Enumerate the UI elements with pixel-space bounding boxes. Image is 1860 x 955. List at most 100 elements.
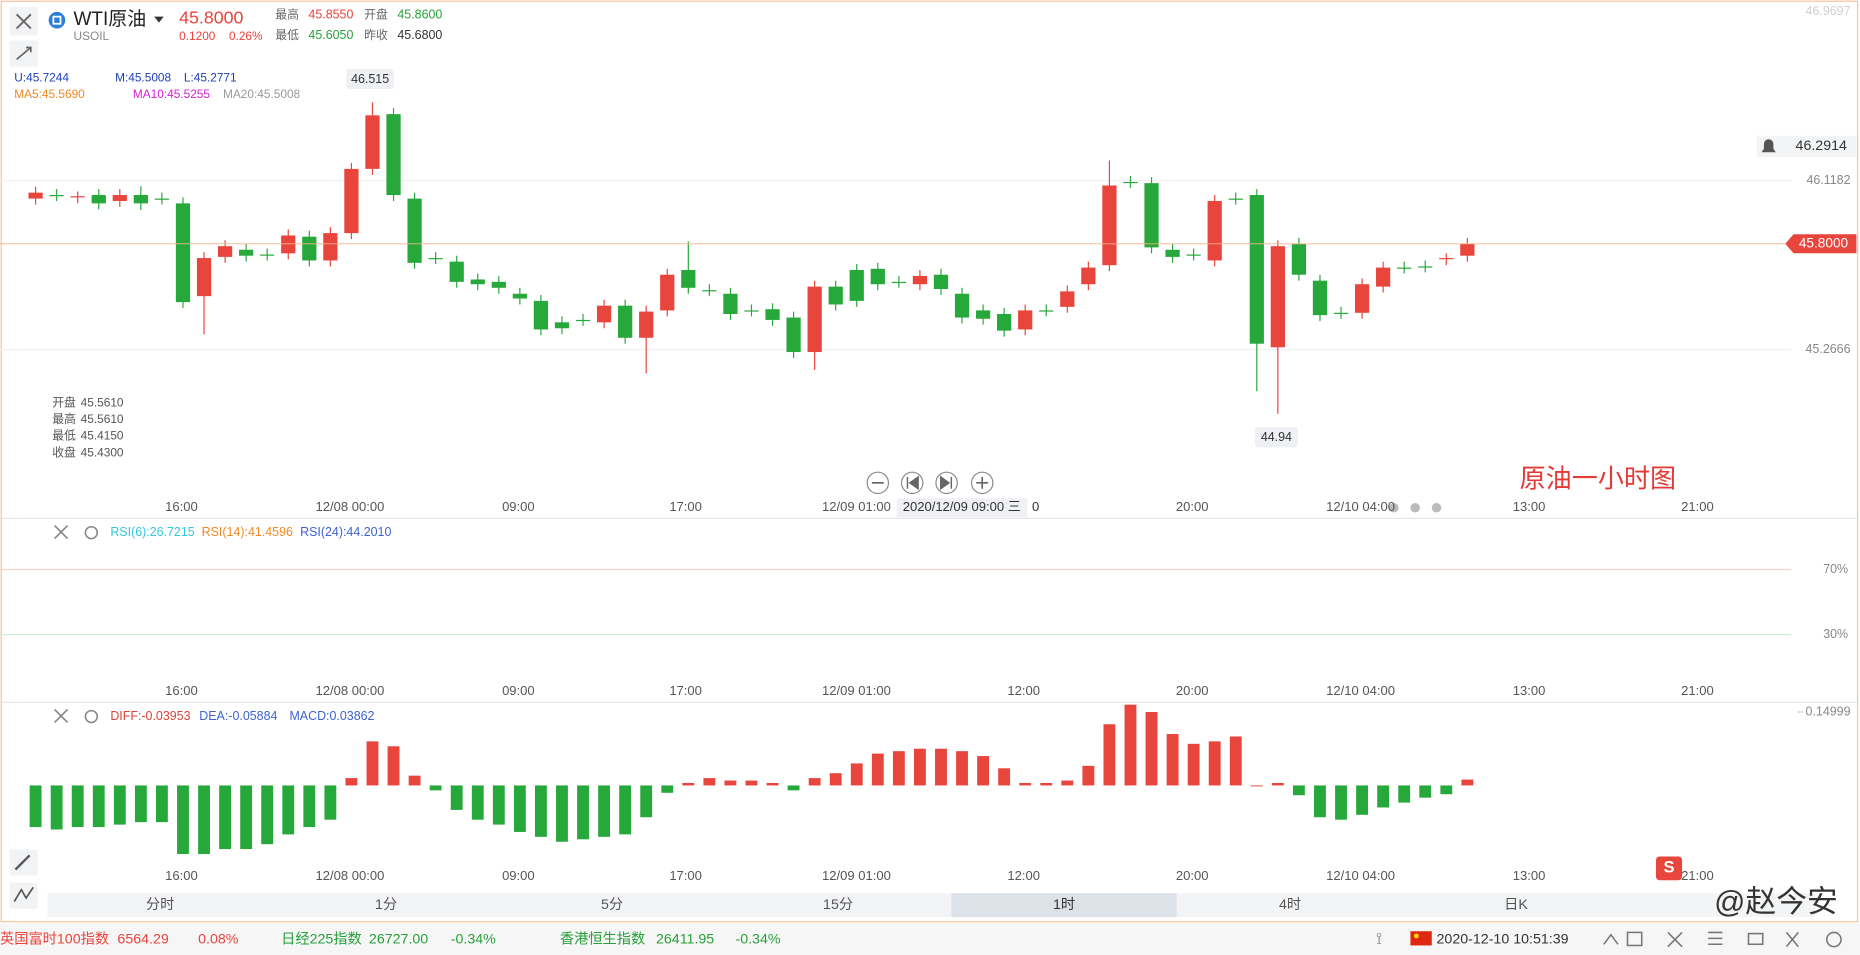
stat-value: 45.8600 <box>397 8 442 22</box>
candle-body <box>786 317 801 353</box>
macd-bar <box>71 785 84 828</box>
x-tick-label: 12/09 01:00 <box>822 868 891 883</box>
x-tick-label: 20:00 <box>1176 499 1209 514</box>
cursor-value: 0 <box>1032 499 1039 514</box>
macd-bar <box>345 778 358 786</box>
candle-body <box>1397 267 1412 269</box>
index-name: 香港恒生指数 <box>560 930 645 947</box>
candle-body <box>533 300 549 330</box>
macd-bar <box>450 785 463 810</box>
macd-bar <box>1356 785 1369 815</box>
macd-bar <box>134 785 147 823</box>
index-value: 6564.29 <box>117 931 168 947</box>
boll-legend: U:45.7244 <box>14 70 69 84</box>
timeframe-button[interactable]: 1时 <box>1053 896 1075 913</box>
x-tick-label: 12/08 00:00 <box>316 683 385 698</box>
macd-tick-label: 0.14999 <box>1806 704 1851 718</box>
candle-body <box>1439 258 1454 260</box>
macd-bar <box>871 753 884 786</box>
timeframe-button[interactable]: 4时 <box>1279 896 1301 913</box>
dot <box>1410 503 1420 513</box>
draw-tool[interactable] <box>9 40 38 67</box>
macd-settings[interactable] <box>84 709 99 724</box>
candle-body <box>1039 310 1054 312</box>
macd-bar <box>556 785 568 842</box>
timeframe-button[interactable]: 15分 <box>823 896 853 913</box>
zoom-in[interactable] <box>970 471 994 495</box>
timeframe-button[interactable]: 1分 <box>375 896 397 913</box>
index-value: 26727.00 <box>369 931 428 947</box>
ohlc-value: 45.4150 <box>81 429 124 443</box>
candle-body <box>428 258 443 260</box>
timeframe-button[interactable]: 日K <box>1504 897 1528 913</box>
candle-body <box>1144 183 1159 248</box>
candle-body <box>870 268 885 285</box>
candle-body <box>154 198 170 200</box>
macd-legend: MACD:0.03862 <box>289 709 374 723</box>
current-price-label: 45.8000 <box>1799 235 1849 250</box>
macd-bar <box>829 773 842 786</box>
price-change-pct: 0.26% <box>229 29 263 43</box>
zoom-out[interactable] <box>866 471 890 495</box>
ohlc-label: 开盘 <box>52 396 76 410</box>
ime-toolbar: S <box>1655 856 1683 881</box>
x-tick-label: 16:00 <box>165 683 198 698</box>
x-tick-label: 09:00 <box>502 683 535 698</box>
stat-value: 45.6050 <box>308 28 353 42</box>
timeframe-bar <box>47 893 1815 917</box>
macd-bar <box>513 785 526 832</box>
macd-bar <box>598 785 611 837</box>
macd-bar <box>198 785 210 854</box>
close-button[interactable] <box>9 7 38 36</box>
pen-tool[interactable] <box>9 849 38 876</box>
candle-body <box>596 305 612 323</box>
rsi-legend: RSI(24):44.2010 <box>300 525 391 539</box>
candle-body <box>975 310 991 319</box>
candle-body <box>175 203 191 303</box>
macd-legend: DEA:-0.05884 <box>199 709 277 723</box>
candle-body <box>1165 249 1180 257</box>
timeframe-active <box>951 893 1177 917</box>
stat-label: 最低 <box>275 28 299 42</box>
macd-bar <box>1187 743 1200 786</box>
ohlc-value: 45.5610 <box>81 396 124 410</box>
candle-body <box>681 269 696 288</box>
macd-bar <box>1103 724 1116 786</box>
index-name: 英国富时100指数 <box>0 929 109 947</box>
macd-bar <box>29 785 42 828</box>
scroll-end[interactable] <box>935 471 958 495</box>
stat-label: 开盘 <box>364 8 388 22</box>
macd-bar <box>850 763 863 786</box>
candle-body <box>91 195 106 204</box>
macd-bar <box>366 741 379 786</box>
network-icon: ⟟ <box>1376 929 1382 948</box>
scroll-start[interactable] <box>900 471 924 495</box>
macd-bar <box>1314 785 1326 818</box>
macd-close[interactable] <box>53 708 69 724</box>
rsi-close[interactable] <box>53 524 69 540</box>
candle-body <box>954 293 970 318</box>
stat-label: 昨收 <box>364 28 388 42</box>
candle-body <box>112 195 127 201</box>
candle-body <box>849 269 864 301</box>
x-tick-label: 16:00 <box>165 499 198 514</box>
candle-body <box>912 275 928 285</box>
candle-body <box>828 286 843 305</box>
indicator-tool[interactable] <box>9 882 38 909</box>
macd-bar <box>956 751 968 786</box>
candle-body <box>702 290 717 292</box>
macd-bar <box>303 785 316 828</box>
timeframe-button[interactable]: 分时 <box>146 896 174 913</box>
candle-body <box>470 279 485 285</box>
timeframe-button[interactable]: 5分 <box>601 896 623 913</box>
symbol-dropdown[interactable] <box>154 16 164 23</box>
alert-price-tag <box>1756 135 1857 158</box>
rsi-settings[interactable] <box>84 525 99 540</box>
candle-body <box>1460 243 1475 256</box>
macd-bar <box>577 785 589 840</box>
candle-body <box>302 236 317 261</box>
x-tick-label: 21:00 <box>1681 868 1714 883</box>
y-tick-label: 45.2666 <box>1806 342 1851 356</box>
candle-body <box>344 168 359 234</box>
macd-bar <box>724 780 737 786</box>
